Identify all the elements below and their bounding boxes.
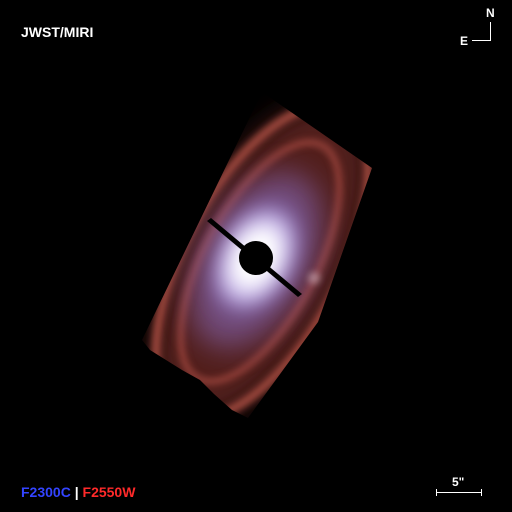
scale-tick-left [436, 489, 437, 496]
filter-legend: F2300C | F2550W [21, 484, 135, 500]
north-label: N [486, 6, 495, 20]
scale-bar-line [436, 492, 482, 493]
east-arrow [472, 40, 491, 41]
instrument-label: JWST/MIRI [21, 24, 94, 40]
north-arrow [490, 22, 491, 40]
filter-red: F2550W [82, 484, 136, 500]
filter-separator: | [70, 484, 83, 500]
filter-blue: F2300C [21, 484, 71, 500]
coronagraph-mask [207, 218, 302, 297]
east-label: E [460, 34, 469, 48]
scale-tick-right [481, 489, 482, 496]
scale-label: 5" [452, 475, 465, 489]
